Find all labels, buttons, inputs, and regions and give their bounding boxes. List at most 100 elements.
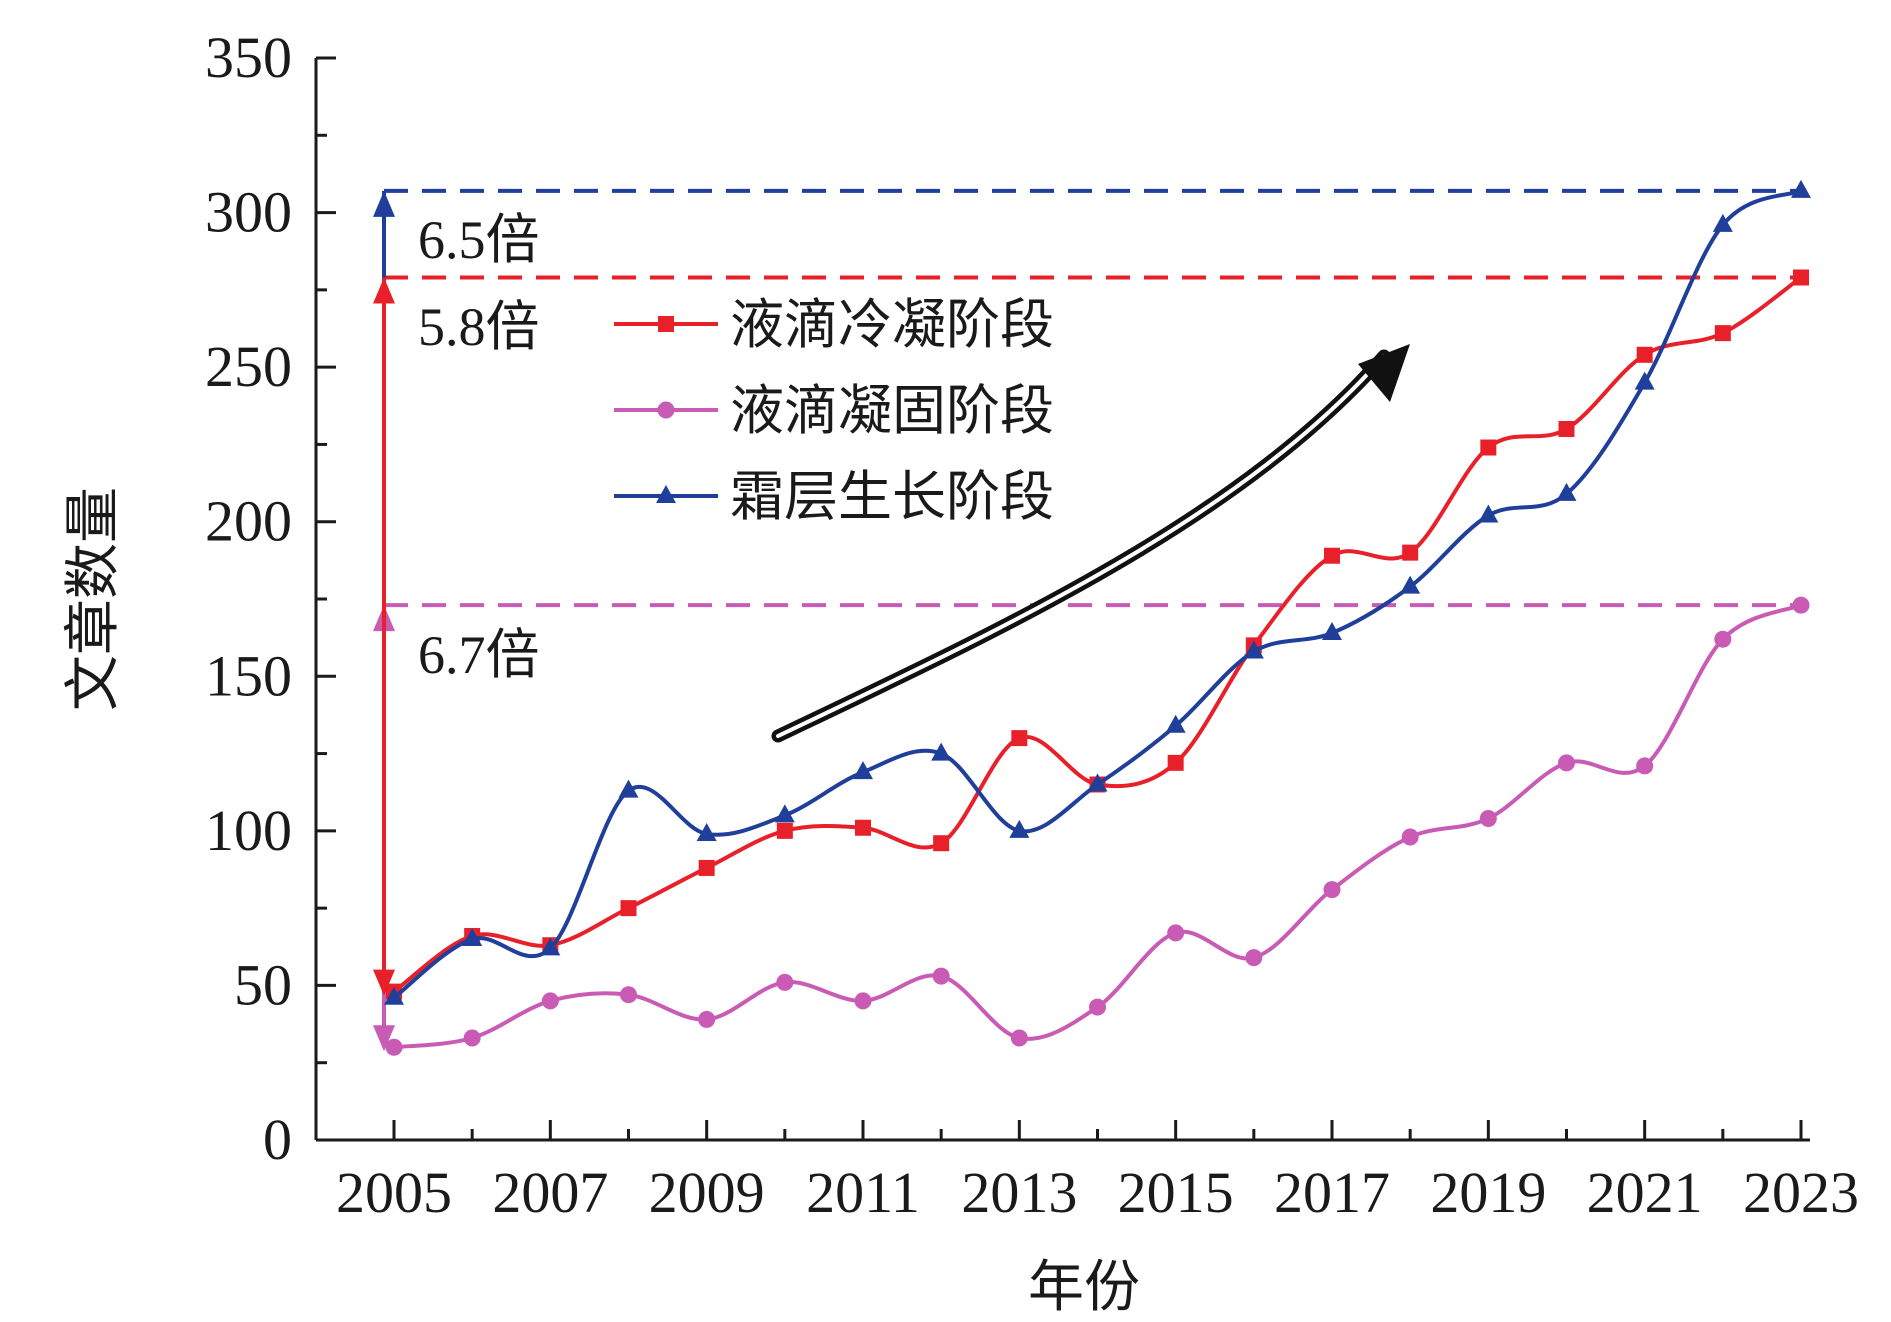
legend-marker (658, 316, 674, 332)
data-point (1636, 346, 1653, 363)
data-point (1011, 730, 1028, 747)
data-point (774, 804, 795, 823)
data-point (1401, 828, 1419, 846)
y-tick-label: 0 (263, 1107, 292, 1172)
data-point (1558, 420, 1575, 437)
legend-label: 霜层生长阶段 (730, 465, 1054, 528)
data-point (1400, 575, 1421, 594)
series-line (392, 275, 1803, 994)
legend-label: 液滴凝固阶段 (730, 379, 1054, 442)
data-point (1087, 773, 1108, 792)
data-point (1167, 754, 1184, 771)
data-point (620, 900, 637, 917)
data-point (1793, 269, 1809, 286)
trend-arrow (771, 344, 1410, 743)
ratio-label: 5.8倍 (418, 297, 540, 357)
data-point (698, 1010, 716, 1028)
data-point (541, 992, 559, 1010)
ratio-arrow-head (373, 190, 395, 217)
data-point (854, 992, 872, 1010)
series-1 (385, 596, 1810, 1056)
y-tick-label: 50 (234, 952, 292, 1017)
ratio-label: 6.5倍 (418, 210, 540, 270)
x-ticks: 2005 2007 2009 2011 2013 2015 2017 2019 2021 2023 (336, 1120, 1859, 1225)
data-point (1402, 544, 1419, 561)
x-axis-title: 年份 (1028, 1255, 1140, 1320)
x-tick-label: 2017 (1274, 1160, 1390, 1225)
data-point (463, 1029, 481, 1047)
data-point (853, 761, 873, 780)
x-tick-label: 2019 (1430, 1160, 1546, 1225)
y-axis-title: 文章数量 (61, 487, 126, 711)
data-point (1791, 179, 1811, 198)
data-point (1558, 754, 1575, 772)
x-tick-label: 2015 (1118, 1160, 1234, 1225)
data-point (540, 937, 561, 956)
data-point (1165, 714, 1186, 733)
x-tick-label: 2011 (806, 1160, 920, 1225)
data-point (618, 779, 639, 798)
x-tick-label: 2023 (1743, 1160, 1859, 1225)
data-point (698, 859, 715, 876)
reference-lines (384, 188, 1800, 608)
trend-arrow-head (1358, 344, 1410, 402)
data-point (1712, 213, 1733, 232)
data-point (1322, 622, 1342, 641)
x-tick-label: 2007 (492, 1160, 608, 1225)
y-tick-label: 100 (205, 798, 292, 863)
data-point (1714, 630, 1732, 648)
legend-marker (656, 485, 676, 503)
y-tick-label: 150 (205, 643, 292, 708)
ratio-arrow-head (373, 277, 395, 304)
data-point (1167, 924, 1185, 942)
data-point (1010, 1029, 1028, 1047)
x-tick-label: 2013 (961, 1160, 1077, 1225)
legend-label: 液滴冷凝阶段 (730, 293, 1054, 356)
data-point (1556, 482, 1577, 501)
y-tick-label: 300 (205, 180, 292, 245)
data-point (776, 973, 794, 991)
data-point (776, 822, 793, 839)
y-tick-label: 350 (205, 25, 292, 90)
x-tick-label: 2009 (649, 1160, 765, 1225)
data-point (1634, 371, 1655, 390)
data-point (1323, 881, 1341, 899)
data-point (384, 986, 404, 1005)
legend-marker (657, 401, 675, 419)
trend-arrow-shaft-inner (776, 354, 1386, 738)
data-point (1480, 439, 1497, 456)
ratio-arrows: 6.5倍 5.8倍 6.7倍 (373, 190, 540, 1052)
y-ticks: 0 50 100 150 200 250 300 350 (205, 25, 336, 1172)
data-point (1792, 596, 1810, 614)
data-point (933, 835, 950, 852)
y-tick-label: 250 (205, 334, 292, 399)
data-point (1324, 547, 1340, 564)
ratio-arrow-head-down (373, 1025, 395, 1052)
x-tick-label: 2005 (336, 1160, 452, 1225)
series-line (392, 189, 1802, 1000)
data-point (696, 822, 717, 841)
data-point (932, 967, 950, 985)
data-point (1636, 757, 1654, 775)
data-point (462, 928, 483, 947)
data-point (1714, 325, 1731, 342)
data-point (1089, 998, 1106, 1016)
series-0 (386, 269, 1809, 1000)
data-point (385, 1038, 403, 1056)
data-point (931, 742, 952, 761)
x-tick-label: 2021 (1587, 1160, 1703, 1225)
data-point (620, 986, 637, 1004)
data-point (1245, 949, 1263, 967)
series-line (393, 603, 1802, 1050)
data-point (1243, 640, 1264, 659)
series-2 (384, 179, 1811, 1005)
data-point (1009, 819, 1030, 838)
series-group (384, 179, 1811, 1056)
y-tick-label: 200 (205, 489, 292, 554)
data-point (1478, 504, 1499, 523)
ratio-arrow-head-down (373, 969, 395, 996)
data-point (855, 819, 871, 836)
ratio-label: 6.7倍 (418, 625, 540, 685)
